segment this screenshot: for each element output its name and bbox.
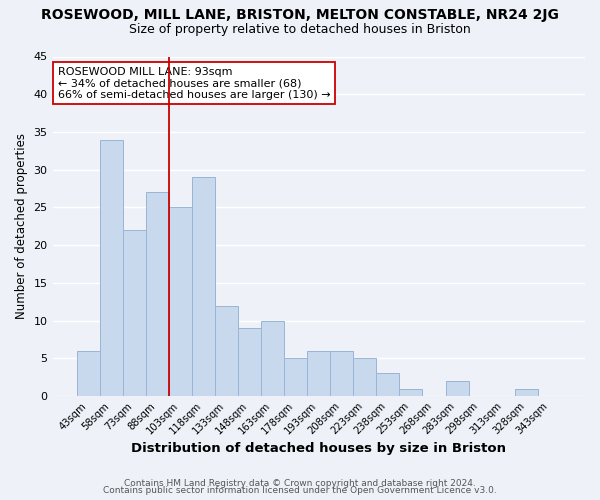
Bar — [353, 358, 376, 396]
Bar — [515, 388, 538, 396]
Text: Size of property relative to detached houses in Briston: Size of property relative to detached ho… — [129, 22, 471, 36]
Bar — [192, 177, 215, 396]
Bar — [215, 306, 238, 396]
Bar — [169, 208, 192, 396]
Bar — [261, 320, 284, 396]
Bar — [307, 351, 330, 396]
Y-axis label: Number of detached properties: Number of detached properties — [15, 134, 28, 320]
Text: Contains HM Land Registry data © Crown copyright and database right 2024.: Contains HM Land Registry data © Crown c… — [124, 478, 476, 488]
X-axis label: Distribution of detached houses by size in Briston: Distribution of detached houses by size … — [131, 442, 506, 455]
Bar — [77, 351, 100, 396]
Bar — [330, 351, 353, 396]
Bar — [123, 230, 146, 396]
Bar — [238, 328, 261, 396]
Bar — [284, 358, 307, 396]
Bar — [100, 140, 123, 396]
Text: ROSEWOOD MILL LANE: 93sqm
← 34% of detached houses are smaller (68)
66% of semi-: ROSEWOOD MILL LANE: 93sqm ← 34% of detac… — [58, 66, 331, 100]
Text: ROSEWOOD, MILL LANE, BRISTON, MELTON CONSTABLE, NR24 2JG: ROSEWOOD, MILL LANE, BRISTON, MELTON CON… — [41, 8, 559, 22]
Bar — [400, 388, 422, 396]
Text: Contains public sector information licensed under the Open Government Licence v3: Contains public sector information licen… — [103, 486, 497, 495]
Bar — [146, 192, 169, 396]
Bar — [376, 374, 400, 396]
Bar — [446, 381, 469, 396]
